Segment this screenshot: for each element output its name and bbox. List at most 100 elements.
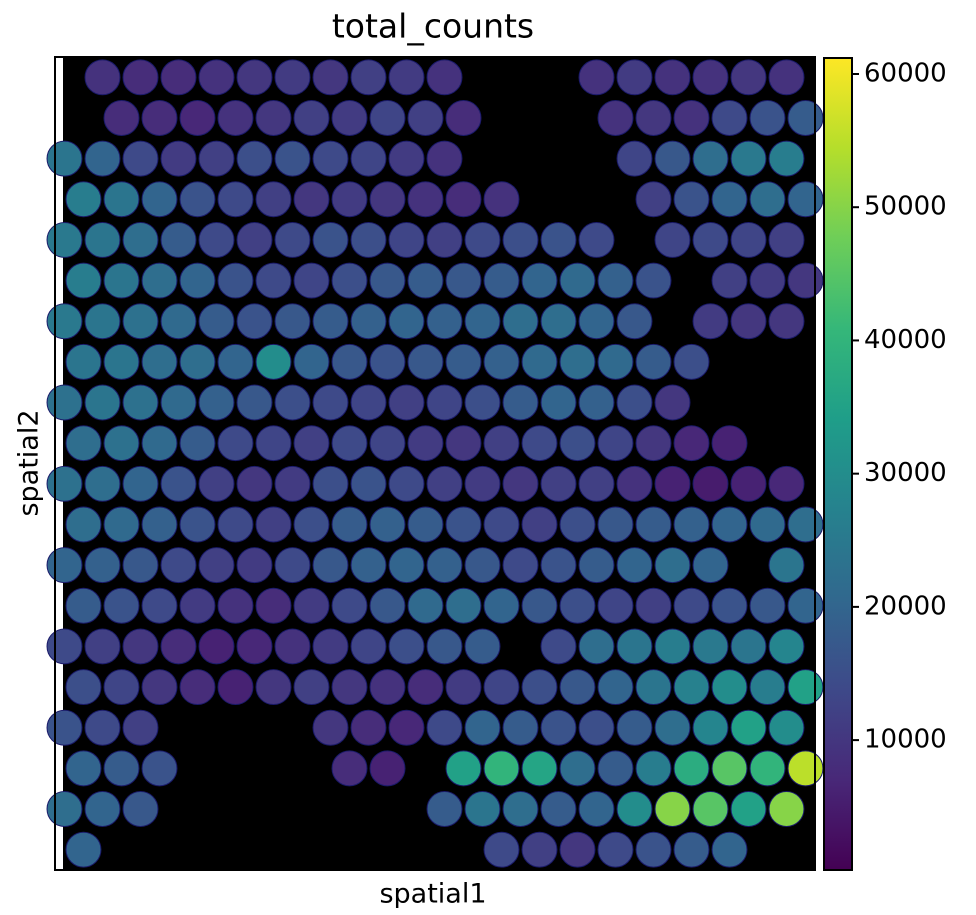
spot	[673, 506, 710, 543]
spot	[350, 547, 387, 584]
spot	[160, 303, 197, 340]
spot	[540, 791, 577, 828]
colorbar-tick-label: 20000	[864, 591, 947, 621]
spot	[768, 791, 805, 828]
spot	[711, 181, 748, 218]
spot	[198, 465, 235, 502]
spot	[445, 506, 482, 543]
spot	[730, 709, 767, 746]
spot	[521, 750, 558, 787]
spot	[312, 221, 349, 258]
spot	[654, 140, 691, 177]
spot	[141, 750, 178, 787]
spot	[711, 831, 748, 868]
spot	[369, 99, 406, 136]
spot	[426, 384, 463, 421]
spot	[293, 669, 330, 706]
spot	[597, 750, 634, 787]
spot	[103, 181, 140, 218]
spot	[407, 99, 444, 136]
spot	[597, 669, 634, 706]
spot	[103, 506, 140, 543]
spot	[103, 343, 140, 380]
spot	[198, 59, 235, 96]
axes-frame	[54, 56, 816, 871]
spot	[768, 547, 805, 584]
spot	[312, 384, 349, 421]
spot	[103, 750, 140, 787]
spot	[692, 791, 729, 828]
spot	[426, 709, 463, 746]
spot	[483, 587, 520, 624]
spot	[293, 506, 330, 543]
spot	[730, 628, 767, 665]
spot	[616, 303, 653, 340]
spot	[597, 587, 634, 624]
spot	[312, 59, 349, 96]
spot	[749, 181, 786, 218]
spot	[46, 628, 83, 665]
spot	[312, 465, 349, 502]
spot	[768, 465, 805, 502]
spot	[217, 425, 254, 462]
spot	[578, 303, 615, 340]
spot	[692, 221, 729, 258]
spot	[787, 262, 824, 299]
spot	[350, 709, 387, 746]
spot	[84, 303, 121, 340]
spot	[331, 99, 368, 136]
spot	[540, 465, 577, 502]
spot	[559, 425, 596, 462]
spot	[312, 140, 349, 177]
spot	[673, 425, 710, 462]
spot	[749, 669, 786, 706]
spot	[274, 547, 311, 584]
spot	[407, 343, 444, 380]
spot	[711, 262, 748, 299]
spot	[369, 587, 406, 624]
spot	[502, 303, 539, 340]
spot	[65, 587, 102, 624]
spot	[46, 303, 83, 340]
spot	[502, 791, 539, 828]
spot	[331, 343, 368, 380]
spot	[597, 99, 634, 136]
spot	[255, 669, 292, 706]
spot	[84, 465, 121, 502]
spot	[616, 791, 653, 828]
spot	[350, 384, 387, 421]
spot	[198, 384, 235, 421]
spot	[274, 59, 311, 96]
spot	[730, 59, 767, 96]
spot	[521, 669, 558, 706]
spot	[331, 506, 368, 543]
spot	[274, 140, 311, 177]
spot	[274, 384, 311, 421]
x-axis-label: spatial1	[379, 879, 486, 910]
spot	[426, 628, 463, 665]
spot	[483, 181, 520, 218]
colorbar-tick-label: 60000	[864, 58, 947, 88]
spot	[369, 262, 406, 299]
spot	[540, 709, 577, 746]
spot	[521, 262, 558, 299]
spot	[616, 547, 653, 584]
spot	[711, 669, 748, 706]
spot	[692, 628, 729, 665]
spot	[407, 425, 444, 462]
spot	[141, 343, 178, 380]
spot	[160, 59, 197, 96]
tissue-background	[55, 57, 815, 870]
spot	[84, 628, 121, 665]
spot	[711, 506, 748, 543]
spot	[635, 262, 672, 299]
spot	[217, 506, 254, 543]
spot	[673, 181, 710, 218]
spot	[654, 547, 691, 584]
spot	[407, 587, 444, 624]
spot	[426, 465, 463, 502]
spot	[274, 628, 311, 665]
spot	[502, 384, 539, 421]
spot	[616, 59, 653, 96]
spot	[578, 59, 615, 96]
